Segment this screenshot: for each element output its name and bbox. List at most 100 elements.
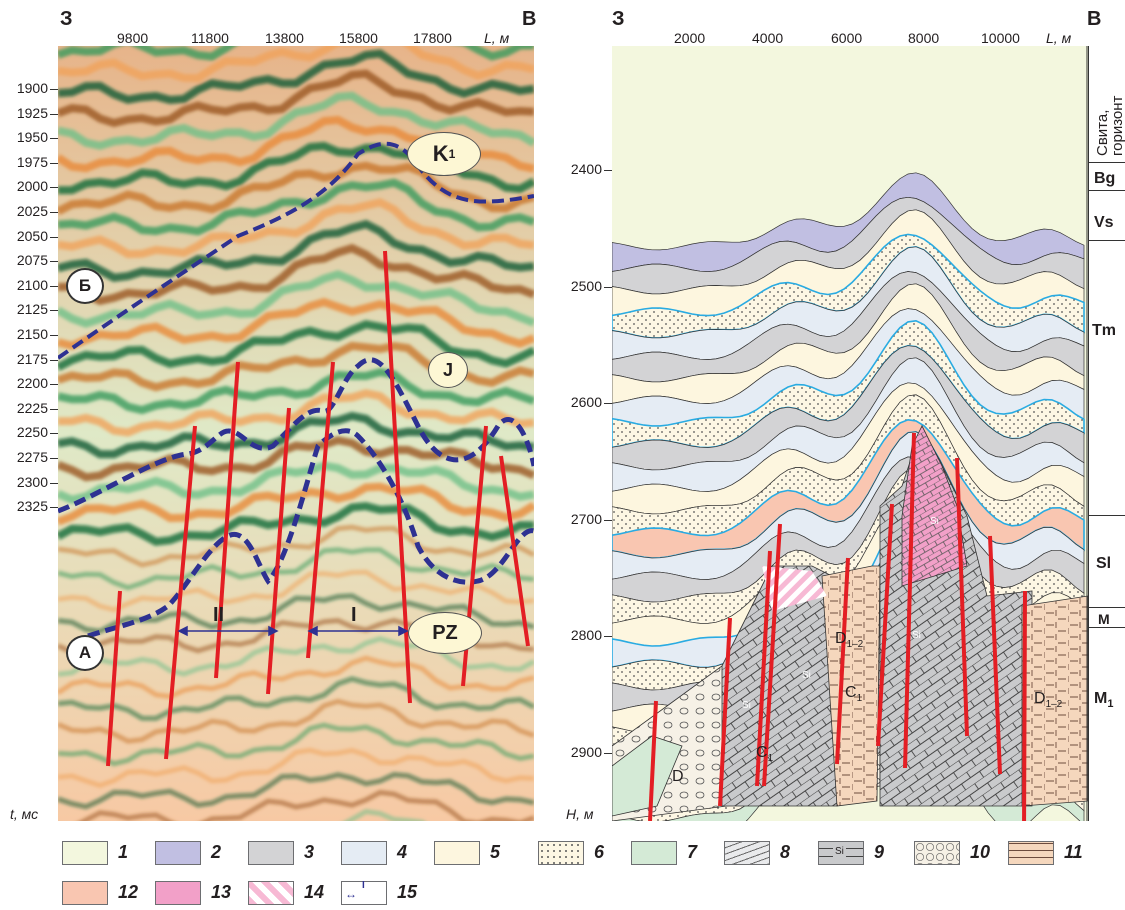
formation-sl: Sl [1096,555,1112,572]
seismic-reflector [58,569,534,613]
horizon-pz-line [87,428,534,639]
seismic-reflector [58,243,534,306]
zone-i-label: I [351,604,357,626]
legend-swatch-1 [62,841,108,865]
seismic-reflector [58,593,534,634]
right-y-tick-mark [604,403,612,404]
faults [106,250,530,767]
right-east-label: В [1087,8,1102,30]
seismic-reflector [58,49,534,105]
legend-swatch-6 [538,841,584,865]
legend-swatch-11 [1008,841,1054,865]
seismic-reflector [58,320,534,371]
left-y-tick: 2200 [16,375,48,392]
right-west-label: З [612,8,625,30]
left-x-tick: 9800 [117,30,149,46]
seismic-reflector [58,46,534,83]
left-y-tick: 2100 [16,276,48,293]
legend-number: 10 [970,842,991,862]
legend-number: 5 [490,842,501,862]
left-y-tick-mark [50,482,58,484]
formation-tm: Tm [1092,322,1116,339]
legend-number: 6 [594,842,605,862]
right-y-tick: 2700 [570,510,602,527]
left-x-tick: 13800 [265,30,304,46]
left-y-tick: 1975 [16,153,48,170]
left-east-label: В [522,8,537,30]
left-y-axis-label: t, мс [10,806,39,822]
right-y-tick: 2600 [570,394,602,410]
strat-header: Свита, горизонт [1094,95,1125,156]
left-y-tick-mark [50,187,58,189]
rock-d-label: D [672,768,684,785]
left-y-tick-mark [50,138,58,140]
legend-number: 11 [1064,842,1083,862]
rock-d12-label-2: D1–2 [1034,690,1063,711]
left-y-tick: 2225 [16,399,48,416]
left-x-axis-label: L, м [484,30,510,46]
right-y-tick-mark [604,636,612,637]
seismic-reflector [58,722,534,767]
left-y-tick: 2175 [16,350,48,367]
left-y-tick: 2275 [16,449,48,465]
left-y-tick-mark [50,359,58,361]
left-y-tick-mark [50,458,58,459]
legend-number: 15 [397,882,418,902]
formation-m1: M1 [1094,690,1114,711]
seismic-reflector [58,198,534,259]
si-label: Si [802,670,811,681]
left-y-tick: 1900 [16,80,48,96]
legend-swatch-5 [434,841,480,865]
right-y-tick: 2500 [570,277,602,294]
legend-number: 2 [211,842,222,862]
right-y-tick: 2400 [570,161,602,177]
legend-number: 1 [118,842,129,862]
legend-swatch-10 [914,841,960,865]
geological-section [612,46,1088,821]
horizon-a-label: А [66,635,104,671]
right-y-tick-mark [604,519,612,521]
legend-number: 13 [211,882,232,902]
legend-swatch-2 [155,841,201,865]
right-x-tick: 8000 [908,30,940,46]
left-y-tick-mark [50,384,58,386]
seismic-reflector [58,389,534,437]
right-y-axis-label: H, м [566,806,594,822]
legend-swatch-12 [62,881,108,905]
zone-ii-label: II [213,604,225,626]
right-y-tick-mark [604,286,612,288]
left-y-tick: 2150 [16,326,48,342]
right-x-tick: 2000 [674,30,706,46]
left-y-tick: 2300 [16,473,48,490]
legend-swatch-4 [341,841,387,865]
legend-number: 4 [397,842,408,862]
legend-swatch-8 [724,841,770,865]
formation-bg: Bg [1094,170,1116,187]
right-y-tick-mark [604,752,612,754]
left-x-tick: 15800 [339,30,378,46]
seismic-reflector [58,270,534,328]
left-y-tick: 1950 [16,129,48,146]
left-y-tick: 2050 [16,227,48,244]
seismic-reflector [58,482,534,526]
left-y-tick: 2250 [16,424,48,441]
left-y-tick-mark [50,433,58,435]
legend-number: 7 [687,842,698,862]
left-y-tick: 2125 [16,301,48,318]
seismic-reflector [58,69,534,128]
strat-column: Свита, горизонт [1088,46,1125,821]
legend-swatch-3 [248,841,294,865]
rock-c1-label: C1 [845,684,863,705]
left-y-tick-mark [50,113,58,115]
seismic-section [58,46,534,821]
right-x-tick: 10000 [981,30,1020,46]
rock-c1-label-2: C1 [756,744,774,765]
seismic-reflector [58,178,534,236]
right-x-axis-label: L, м [1046,30,1072,46]
right-y-tick-mark [604,170,612,171]
left-y-tick-mark [50,335,58,336]
rock-d12-label: D1–2 [835,630,864,651]
legend-swatch-13 [155,881,201,905]
legend-number: 14 [304,882,325,902]
